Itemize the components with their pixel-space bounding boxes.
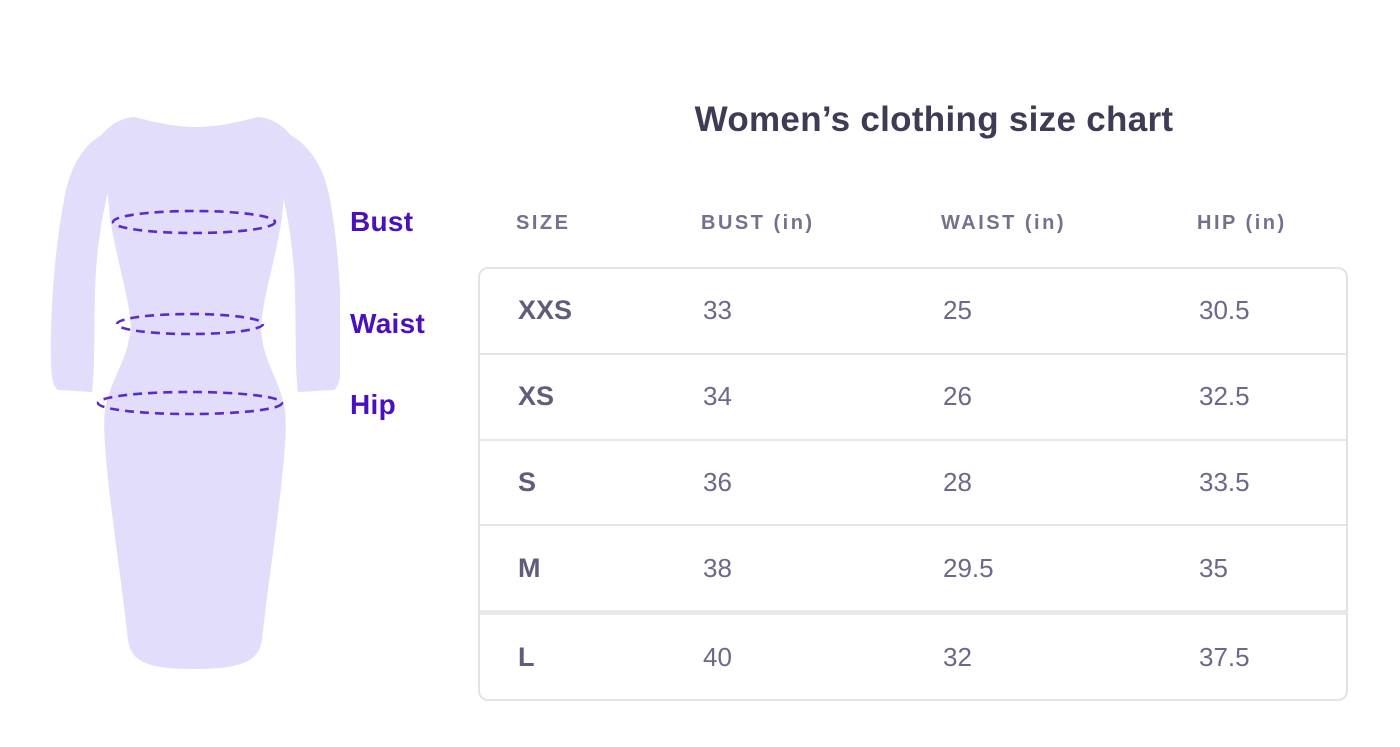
value-cell: 28 bbox=[943, 466, 972, 497]
value-cell: 35 bbox=[1199, 552, 1228, 583]
waist-measurement-line bbox=[115, 312, 265, 336]
table-row: S 36 28 33.5 bbox=[480, 438, 1346, 525]
column-header-bust: BUST (in) bbox=[701, 212, 815, 234]
size-cell: M bbox=[518, 552, 541, 583]
table-row: XXS 33 25 30.5 bbox=[480, 269, 1346, 353]
value-cell: 26 bbox=[943, 381, 972, 412]
value-cell: 40 bbox=[703, 641, 732, 672]
value-cell: 33.5 bbox=[1199, 466, 1250, 497]
size-cell: L bbox=[518, 641, 535, 672]
bust-label: Bust bbox=[350, 206, 414, 237]
size-cell: XXS bbox=[518, 295, 573, 326]
value-cell: 25 bbox=[943, 295, 972, 326]
value-cell: 33 bbox=[703, 295, 732, 326]
column-header-hip: HIP (in) bbox=[1197, 212, 1287, 234]
size-table-body: XXS 33 25 30.5 XS 34 26 32.5 S 36 28 33.5 M 38 29.5 35 L… bbox=[478, 267, 1348, 701]
value-cell: 37.5 bbox=[1199, 641, 1250, 672]
dress-right-sleeve bbox=[276, 134, 340, 392]
waist-label: Waist bbox=[350, 308, 426, 339]
value-cell: 32 bbox=[943, 641, 972, 672]
value-cell: 34 bbox=[703, 381, 732, 412]
column-header-size: SIZE bbox=[516, 212, 571, 234]
size-cell: S bbox=[518, 466, 537, 497]
bust-measurement-line bbox=[111, 209, 277, 235]
value-cell: 30.5 bbox=[1199, 295, 1250, 326]
value-cell: 29.5 bbox=[943, 552, 994, 583]
column-header-waist: WAIST (in) bbox=[941, 212, 1066, 234]
page-title: Women’s clothing size chart bbox=[694, 100, 1174, 139]
value-cell: 38 bbox=[703, 552, 732, 583]
dress-silhouette bbox=[50, 117, 340, 669]
table-row: L 40 32 37.5 bbox=[480, 610, 1346, 699]
dress-left-sleeve bbox=[50, 134, 115, 392]
size-table-header: SIZE BUST (in) WAIST (in) HIP (in) bbox=[478, 212, 1348, 235]
value-cell: 32.5 bbox=[1199, 381, 1250, 412]
value-cell: 36 bbox=[703, 466, 732, 497]
table-row: XS 34 26 32.5 bbox=[480, 352, 1346, 439]
table-row: M 38 29.5 35 bbox=[480, 524, 1346, 610]
size-cell: XS bbox=[518, 381, 555, 412]
hip-label: Hip bbox=[350, 389, 397, 420]
hip-measurement-line bbox=[96, 390, 284, 416]
